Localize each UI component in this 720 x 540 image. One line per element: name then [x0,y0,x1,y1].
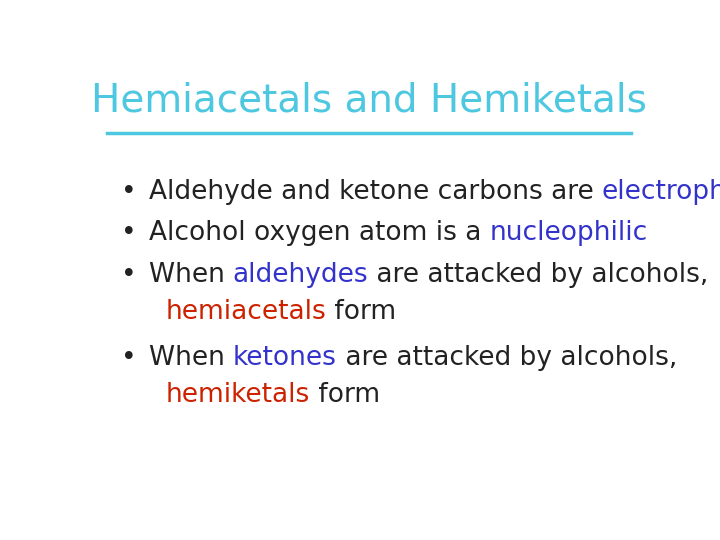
Text: •: • [121,220,137,246]
Text: •: • [121,262,137,288]
Text: When: When [148,345,233,371]
Text: •: • [121,179,137,205]
Text: Alcohol oxygen atom is a: Alcohol oxygen atom is a [148,220,490,246]
Text: Hemiacetals and Hemiketals: Hemiacetals and Hemiketals [91,81,647,119]
Text: form: form [326,299,396,325]
Text: are attacked by alcohols,: are attacked by alcohols, [369,262,708,288]
Text: •: • [121,345,137,371]
Text: aldehydes: aldehydes [233,262,369,288]
Text: Aldehyde and ketone carbons are: Aldehyde and ketone carbons are [148,179,602,205]
Text: hemiacetals: hemiacetals [166,299,326,325]
Text: ketones: ketones [233,345,337,371]
Text: hemiketals: hemiketals [166,382,310,408]
Text: nucleophilic: nucleophilic [490,220,647,246]
Text: are attacked by alcohols,: are attacked by alcohols, [337,345,677,371]
Text: electrophilic: electrophilic [602,179,720,205]
Text: When: When [148,262,233,288]
Text: form: form [310,382,379,408]
